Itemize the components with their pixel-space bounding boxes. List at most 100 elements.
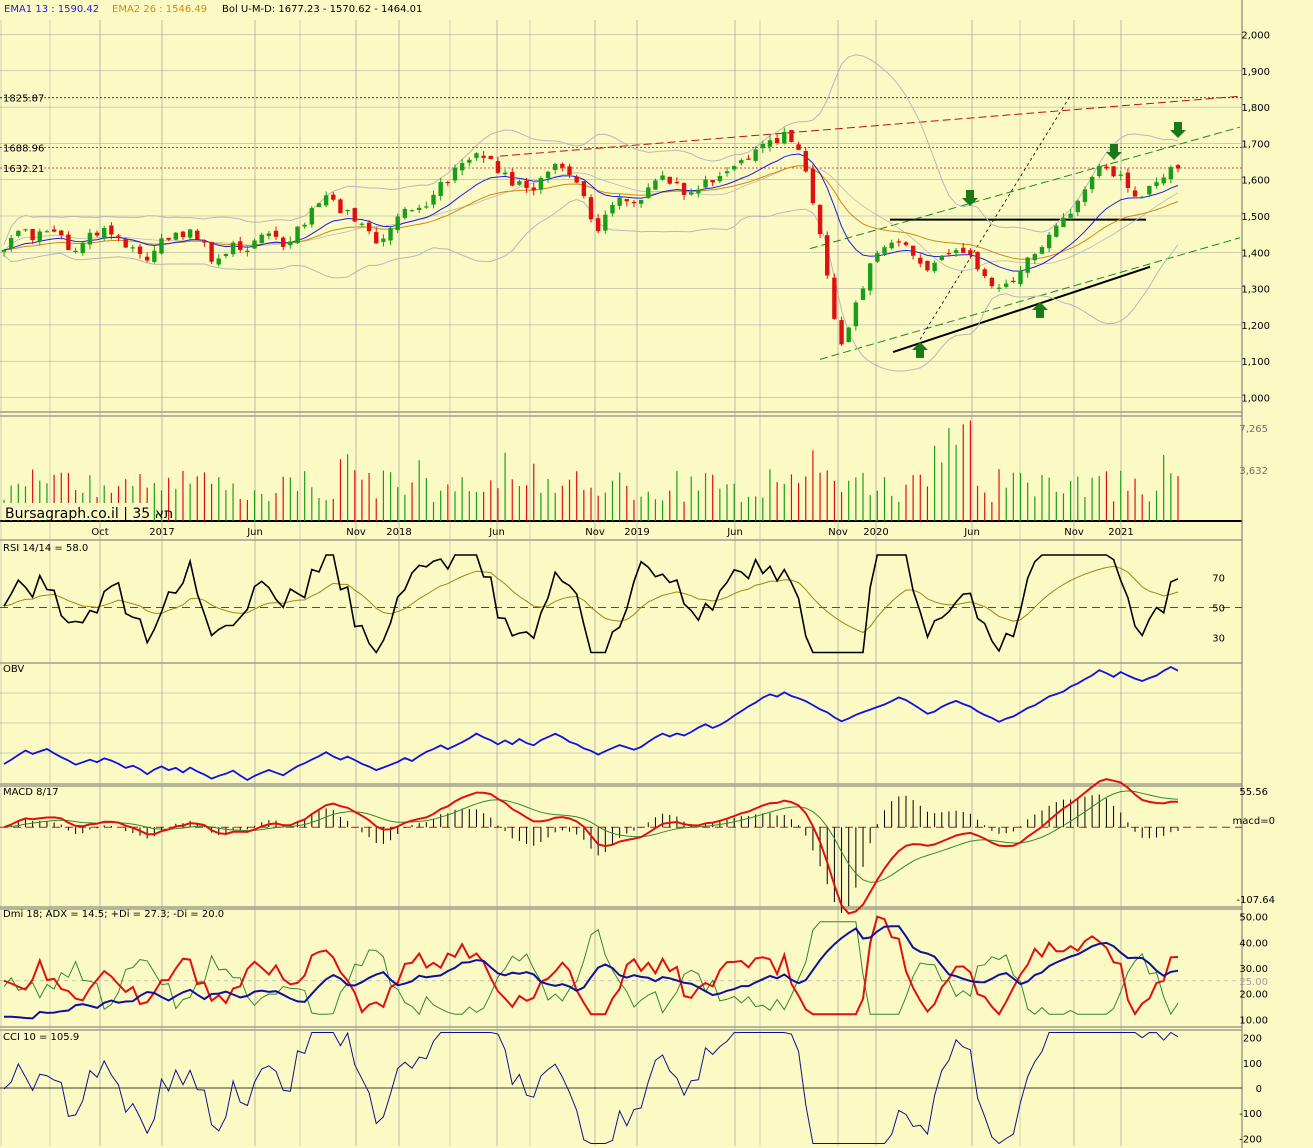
candle-body bbox=[273, 230, 279, 237]
dmi-tick-label: 30.00 bbox=[1239, 964, 1268, 975]
candle-body bbox=[717, 176, 723, 182]
grid bbox=[0, 0, 1243, 1148]
watermark: Bursagraph.co.il | 35 תא bbox=[5, 506, 173, 522]
candle-body bbox=[968, 250, 973, 255]
candle-body bbox=[1125, 172, 1131, 188]
candle-body bbox=[545, 171, 551, 179]
candle-body bbox=[982, 269, 987, 277]
candle-body bbox=[402, 208, 408, 218]
price-tick-label: 1,100 bbox=[1241, 357, 1270, 368]
candle-body bbox=[603, 214, 608, 231]
x-axis-label: 2019 bbox=[624, 527, 649, 538]
candle-body bbox=[16, 230, 21, 236]
candle-body bbox=[796, 144, 801, 150]
candle-body bbox=[689, 192, 694, 195]
arrow-up-icon bbox=[912, 342, 928, 358]
candle-body bbox=[524, 180, 529, 189]
candle-body bbox=[1082, 189, 1088, 202]
minus-di-line bbox=[3, 921, 1179, 1016]
candle-body bbox=[918, 257, 923, 264]
candle-body bbox=[459, 163, 465, 171]
candle-body bbox=[953, 250, 959, 253]
resistance-channel-line bbox=[499, 95, 1241, 157]
candle-body bbox=[431, 194, 436, 205]
candle-body bbox=[903, 242, 909, 245]
candle-body bbox=[925, 260, 930, 271]
cci-title: CCI 10 = 105.9 bbox=[3, 1032, 79, 1043]
cci-tick-label: 0 bbox=[1256, 1084, 1262, 1095]
candle-body bbox=[395, 216, 400, 231]
cci-tick-label: -200 bbox=[1239, 1134, 1262, 1145]
price-tick-label: 1,000 bbox=[1241, 393, 1270, 404]
candle-body bbox=[159, 238, 164, 254]
candle-body bbox=[316, 203, 322, 208]
candle-body bbox=[1118, 174, 1123, 176]
x-axis-label: Nov bbox=[828, 527, 848, 538]
candle-body bbox=[595, 218, 601, 232]
arrow-down-icon bbox=[962, 190, 978, 206]
volume-tick-label: 3,632 bbox=[1239, 466, 1268, 477]
candle-body bbox=[839, 320, 844, 345]
candle-body bbox=[517, 181, 522, 185]
candle-body bbox=[388, 228, 393, 241]
candle-body bbox=[1097, 166, 1102, 177]
candle-body bbox=[1104, 166, 1109, 169]
candle-body bbox=[774, 138, 780, 144]
candle-body bbox=[510, 172, 515, 186]
candle-body bbox=[152, 250, 157, 262]
rsi-tick-label: 50 bbox=[1212, 604, 1225, 615]
plus-di-line bbox=[3, 915, 1179, 1016]
candle-body bbox=[102, 227, 107, 238]
x-axis-label: Jun bbox=[963, 527, 980, 538]
candle-body bbox=[803, 151, 808, 172]
candle-body bbox=[488, 155, 493, 160]
candle-body bbox=[438, 182, 443, 197]
price-panel bbox=[1, 54, 1241, 372]
lower-trend-channel bbox=[819, 237, 1241, 360]
volume-tick-label: 7,265 bbox=[1239, 424, 1268, 435]
candle-body bbox=[739, 160, 744, 164]
x-axis-label: Jun bbox=[726, 527, 743, 538]
candle-body bbox=[123, 239, 128, 248]
candle-body bbox=[424, 206, 429, 208]
candle-body bbox=[624, 199, 629, 202]
candle-body bbox=[223, 253, 229, 257]
rsi-tick-label: 30 bbox=[1212, 634, 1225, 645]
candle-body bbox=[295, 226, 300, 244]
candle-body bbox=[238, 241, 243, 250]
candle-body bbox=[660, 175, 665, 180]
candle-body bbox=[109, 225, 114, 235]
candle-body bbox=[753, 149, 758, 161]
candle-body bbox=[617, 197, 622, 206]
dmi-tick-label: 25.00 bbox=[1239, 977, 1268, 988]
candle-body bbox=[252, 240, 257, 249]
candle-body bbox=[588, 197, 594, 220]
candle-body bbox=[946, 253, 952, 255]
candle-body bbox=[553, 164, 558, 170]
candle-body bbox=[1068, 213, 1073, 218]
dmi-title: Dmi 18; ADX = 14.5; +Di = 27.3; -Di = 20… bbox=[3, 909, 224, 920]
candle-body bbox=[581, 181, 587, 197]
candle-body bbox=[531, 187, 536, 191]
candle-body bbox=[502, 172, 508, 175]
x-axis-label: Nov bbox=[346, 527, 366, 538]
ema1-line bbox=[3, 153, 1179, 272]
candle-body bbox=[187, 229, 193, 238]
candle-body bbox=[202, 241, 207, 243]
candle-body bbox=[1061, 217, 1066, 228]
candle-body bbox=[681, 183, 687, 195]
adx-line bbox=[4, 925, 1179, 1020]
candle-body bbox=[94, 232, 100, 236]
x-axis-label: Jun bbox=[488, 527, 505, 538]
candle-body bbox=[8, 238, 14, 249]
rising-trendline bbox=[892, 265, 1151, 354]
price-tick-label: 1,400 bbox=[1241, 248, 1270, 259]
candle-body bbox=[961, 247, 966, 253]
candle-body bbox=[280, 237, 286, 247]
candle-body bbox=[245, 250, 250, 253]
dmi-tick-label: 50.00 bbox=[1239, 913, 1268, 924]
candle-body bbox=[381, 238, 386, 242]
candle-body bbox=[1018, 270, 1023, 285]
candle-body bbox=[452, 167, 458, 181]
candle-body bbox=[338, 199, 343, 214]
